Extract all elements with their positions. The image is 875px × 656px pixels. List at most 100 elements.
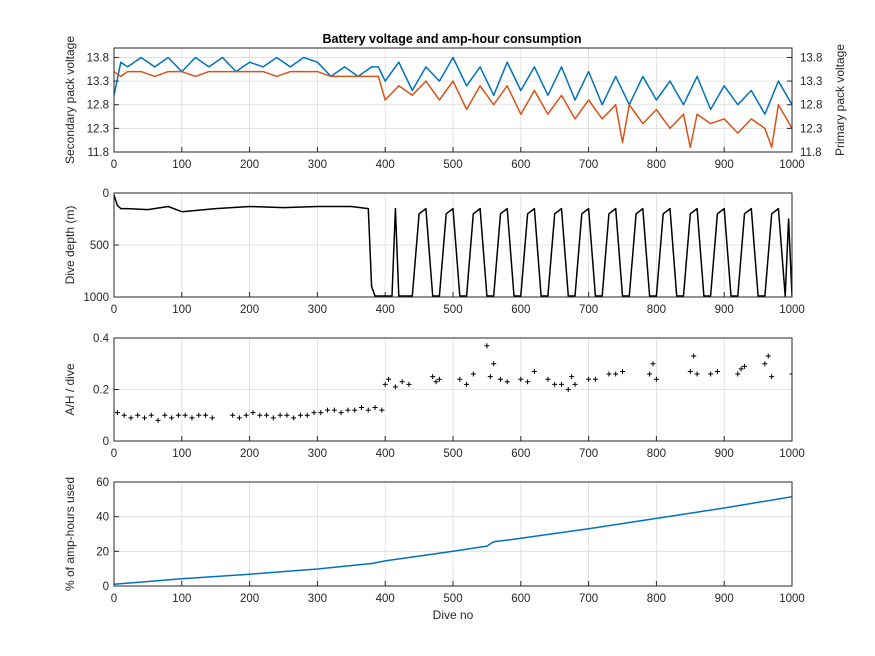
data-point bbox=[379, 407, 385, 413]
x-tick-label: 900 bbox=[715, 593, 734, 605]
y-tick-label: 0 bbox=[103, 436, 109, 448]
y-tick-label: 500 bbox=[90, 240, 109, 252]
data-point bbox=[457, 376, 463, 382]
data-point bbox=[142, 415, 148, 421]
data-point bbox=[284, 412, 290, 418]
data-point bbox=[464, 381, 470, 387]
x-tick-label: 800 bbox=[647, 304, 666, 316]
data-point bbox=[257, 412, 263, 418]
x-tick-label: 1000 bbox=[779, 304, 805, 316]
y-tick-label: 0 bbox=[103, 188, 109, 200]
scatter-series bbox=[114, 343, 792, 423]
subplot-4: 0 100 200 300 400 500 600 700 800 900 1000 0 20 40 60%… bbox=[63, 477, 805, 622]
x-tick-label: 200 bbox=[240, 448, 259, 460]
data-point bbox=[687, 368, 693, 374]
secondary-voltage-line bbox=[114, 56, 792, 115]
data-point bbox=[606, 371, 612, 377]
data-point bbox=[735, 371, 741, 377]
data-point bbox=[552, 381, 558, 387]
data-point bbox=[386, 376, 392, 382]
x-tick-label: 0 bbox=[111, 448, 117, 460]
y-axis-label: % of amp-hours used bbox=[63, 477, 77, 591]
x-tick-label: 100 bbox=[172, 304, 191, 316]
x-tick-label: 700 bbox=[579, 448, 598, 460]
data-point bbox=[714, 368, 720, 374]
y-right-tick-label: 12.8 bbox=[800, 100, 822, 112]
x-tick-label: 200 bbox=[240, 159, 259, 171]
x-tick-label: 600 bbox=[511, 448, 530, 460]
x-tick-label: 600 bbox=[511, 593, 530, 605]
y-tick-label: 40 bbox=[96, 512, 109, 524]
data-point bbox=[497, 376, 503, 382]
data-point bbox=[738, 366, 744, 372]
data-point bbox=[430, 374, 436, 380]
data-point bbox=[311, 410, 317, 416]
y-tick-label: 12.3 bbox=[87, 123, 109, 135]
x-tick-label: 300 bbox=[308, 593, 327, 605]
data-point bbox=[264, 412, 270, 418]
data-point bbox=[558, 381, 564, 387]
x-axis-label: Dive no bbox=[433, 608, 474, 622]
data-point bbox=[148, 412, 154, 418]
y-right-tick-label: 13.3 bbox=[800, 76, 822, 88]
data-point bbox=[331, 407, 337, 413]
x-tick-label: 200 bbox=[240, 593, 259, 605]
y-tick-label: 20 bbox=[96, 546, 109, 558]
data-point bbox=[531, 368, 537, 374]
data-point bbox=[708, 371, 714, 377]
data-point bbox=[484, 343, 490, 349]
data-point bbox=[765, 353, 771, 359]
data-point bbox=[297, 412, 303, 418]
plot-border bbox=[113, 192, 793, 298]
x-tick-label: 500 bbox=[443, 159, 462, 171]
data-point bbox=[392, 384, 398, 390]
x-tick-label: 300 bbox=[308, 448, 327, 460]
subplot-1: 0 100 200 300 400 500 600 700 800 900 100011.812.3… bbox=[63, 36, 847, 171]
data-point bbox=[491, 361, 497, 367]
x-tick-label: 600 bbox=[511, 304, 530, 316]
data-point bbox=[175, 412, 181, 418]
y-tick-label: 13.3 bbox=[87, 76, 109, 88]
data-point bbox=[691, 353, 697, 359]
y-tick-label: 13.8 bbox=[87, 52, 109, 64]
data-point bbox=[203, 412, 209, 418]
x-tick-label: 300 bbox=[308, 304, 327, 316]
data-point bbox=[135, 412, 141, 418]
data-point bbox=[345, 407, 351, 413]
data-point bbox=[236, 415, 242, 421]
x-tick-label: 200 bbox=[240, 304, 259, 316]
data-point bbox=[525, 379, 531, 385]
x-tick-label: 900 bbox=[715, 448, 734, 460]
x-tick-label: 1000 bbox=[779, 448, 805, 460]
subplots: 0 100 200 300 400 500 600 700 800 900 100011.812.3… bbox=[63, 36, 847, 622]
data-point bbox=[433, 379, 439, 385]
data-point bbox=[128, 415, 134, 421]
data-point bbox=[318, 410, 324, 416]
data-point bbox=[352, 407, 358, 413]
data-point bbox=[372, 405, 378, 411]
series-line bbox=[114, 194, 792, 297]
data-point bbox=[769, 374, 775, 380]
x-tick-label: 700 bbox=[579, 304, 598, 316]
data-point bbox=[653, 376, 659, 382]
x-tick-label: 0 bbox=[111, 159, 117, 171]
y-tick-label: 60 bbox=[96, 477, 109, 489]
x-tick-label: 1000 bbox=[779, 593, 805, 605]
y-axis-label: Dive depth (m) bbox=[63, 206, 77, 285]
x-tick-label: 400 bbox=[376, 448, 395, 460]
data-point bbox=[325, 407, 331, 413]
x-tick-label: 900 bbox=[715, 304, 734, 316]
data-point bbox=[270, 415, 276, 421]
data-point bbox=[250, 410, 256, 416]
data-point bbox=[518, 376, 524, 382]
x-tick-label: 1000 bbox=[779, 159, 805, 171]
data-point bbox=[694, 371, 700, 377]
data-point bbox=[169, 415, 175, 421]
data-point bbox=[399, 379, 405, 385]
x-tick-label: 800 bbox=[647, 593, 666, 605]
data-point bbox=[569, 374, 575, 380]
x-tick-label: 500 bbox=[443, 593, 462, 605]
data-point bbox=[613, 371, 619, 377]
y-right-axis-label: Primary pack voltage bbox=[833, 44, 847, 156]
